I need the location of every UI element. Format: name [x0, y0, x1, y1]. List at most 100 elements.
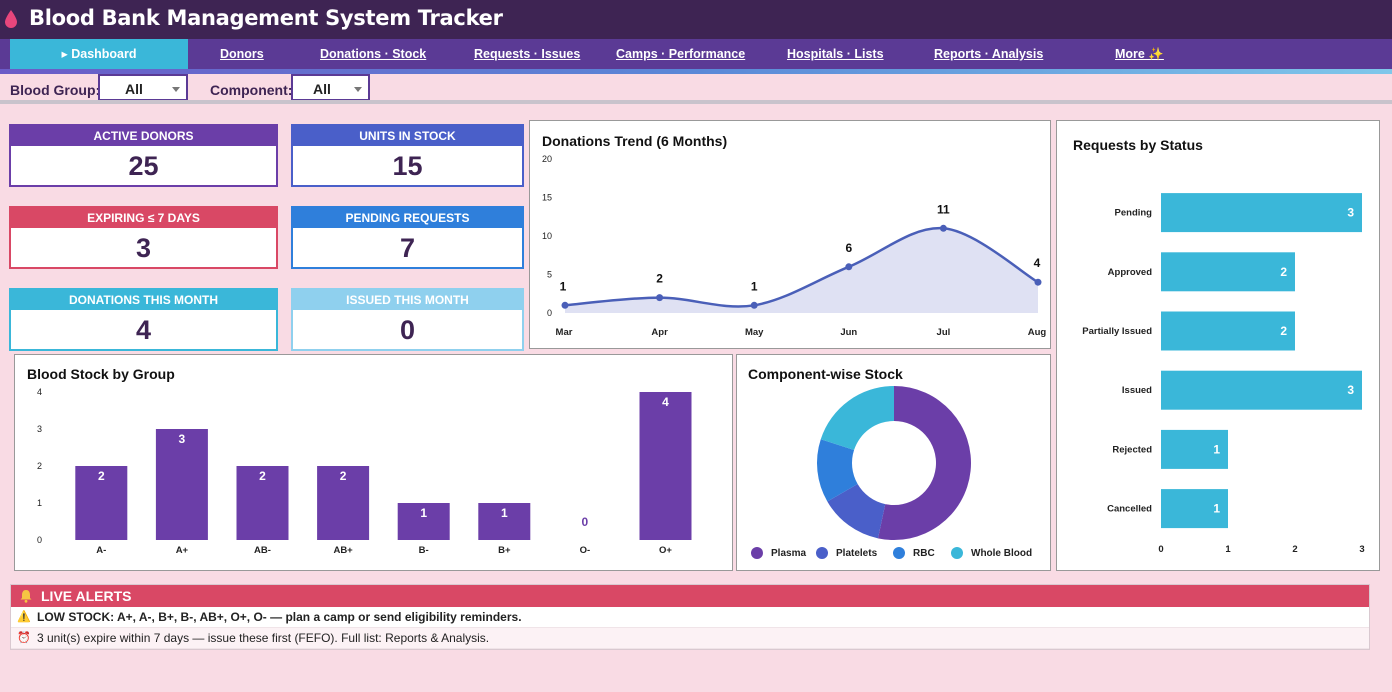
blood-group-select[interactable]: All — [98, 74, 188, 101]
data-label: 2 — [340, 469, 347, 483]
chart-title: Donations Trend (6 Months) — [542, 133, 728, 149]
data-label: 3 — [179, 432, 186, 446]
kpi-label: PENDING REQUESTS — [293, 208, 522, 228]
tab-donors[interactable]: Donors — [220, 47, 264, 61]
pie-slice — [820, 386, 894, 451]
legend-marker — [893, 547, 905, 559]
legend-label: Platelets — [836, 548, 878, 559]
data-label: 11 — [937, 202, 950, 216]
y-tick-label: 2 — [37, 461, 42, 471]
data-label: 2 — [98, 469, 105, 483]
component-stock-panel: Component-wise Stock Plasma Platelets RBC W… — [736, 354, 1051, 571]
component-stock-chart: Plasma Platelets RBC Whole Blood — [751, 386, 1032, 559]
pie-slice — [827, 484, 886, 539]
live-alerts-panel: LIVE ALERTS ⚠️ LOW STOCK: A+, A-, B+, B-… — [10, 584, 1370, 650]
data-label: 2 — [1280, 265, 1287, 279]
data-label: 3 — [1347, 383, 1354, 397]
y-tick-label: 15 — [542, 193, 552, 203]
bar — [75, 466, 128, 540]
alert-item: ⚠️ LOW STOCK: A+, A-, B+, B-, AB+, O+, O… — [11, 607, 1369, 628]
x-tick-label: B+ — [498, 545, 511, 556]
x-tick-label: A+ — [176, 545, 189, 556]
data-label: 1 — [751, 279, 758, 293]
alarm-clock-icon: ⏰ — [17, 632, 31, 644]
donations-trend-panel: Donations Trend (6 Months) 0 5 10 15 20 1 Mar 2… — [529, 120, 1051, 349]
kpi-value: 3 — [135, 233, 152, 263]
x-tick-label: May — [745, 327, 764, 338]
chevron-down-icon — [354, 87, 362, 92]
x-tick-label: 2 — [1292, 544, 1297, 555]
bar — [317, 466, 370, 540]
alerts-header: LIVE ALERTS — [11, 585, 1369, 607]
kpi-value: 0 — [399, 315, 416, 345]
category-label: Cancelled — [1107, 504, 1152, 515]
component-value: All — [313, 81, 331, 97]
data-point — [656, 294, 664, 302]
pie-slice — [877, 386, 971, 540]
y-tick-label: 20 — [542, 154, 552, 164]
alerts-title: LIVE ALERTS — [41, 588, 132, 604]
kpi-label: ACTIVE DONORS — [11, 126, 276, 146]
data-label: 4 — [662, 395, 669, 409]
x-tick-label: 3 — [1359, 544, 1364, 555]
x-tick-label: A- — [96, 545, 106, 556]
kpi-expiring: EXPIRING ≤ 7 DAYS 3 — [9, 206, 278, 269]
kpi-pending-requests: PENDING REQUESTS 7 — [291, 206, 524, 269]
x-tick-label: AB- — [254, 545, 271, 556]
filter-divider — [0, 100, 1392, 104]
data-label: 2 — [656, 272, 663, 286]
data-label: 3 — [1347, 206, 1354, 220]
bar — [1161, 311, 1295, 351]
data-label: 1 — [1213, 502, 1220, 516]
chart-title: Requests by Status — [1073, 137, 1203, 153]
bar — [1161, 252, 1295, 292]
x-tick-label: Jun — [840, 327, 857, 338]
app-title: Blood Bank Management System Tracker — [29, 6, 503, 30]
y-tick-label: 3 — [37, 424, 42, 434]
tab-requests-issues[interactable]: Requests · Issues — [474, 47, 581, 61]
pie-slice — [817, 439, 858, 502]
x-tick-label: 1 — [1225, 544, 1231, 555]
warning-icon: ⚠️ — [17, 611, 31, 623]
tab-more[interactable]: More ✨ — [1115, 47, 1164, 61]
bar — [1161, 193, 1362, 233]
title-bar: Blood Bank Management System Tracker — [0, 0, 1392, 39]
data-label: 6 — [845, 241, 852, 255]
x-tick-label: Aug — [1028, 327, 1047, 338]
y-tick-label: 4 — [37, 387, 42, 397]
chart-title: Blood Stock by Group — [27, 366, 175, 382]
alert-item: ⏰ 3 unit(s) expire within 7 days — issue… — [11, 628, 1369, 649]
category-label: Approved — [1108, 267, 1153, 278]
tab-donations-stock[interactable]: Donations · Stock — [320, 47, 427, 61]
data-label: 0 — [582, 515, 589, 529]
category-label: Partially Issued — [1082, 326, 1152, 337]
kpi-label: EXPIRING ≤ 7 DAYS — [11, 208, 276, 228]
bar — [236, 466, 289, 540]
component-select[interactable]: All — [291, 74, 370, 101]
filter-bar — [0, 74, 1392, 101]
blood-group-value: All — [125, 81, 143, 97]
blood-drop-icon — [5, 10, 17, 28]
requests-status-panel: Requests by Status Pending 3 Approved 2 Part… — [1056, 120, 1380, 571]
bar — [155, 429, 208, 540]
tab-hospitals-lists[interactable]: Hospitals · Lists — [787, 47, 884, 61]
nav-bar — [0, 39, 1392, 74]
requests-status-chart: Pending 3 Approved 2 Partially Issued 2 Issued… — [1082, 193, 1365, 555]
y-tick-label: 0 — [37, 535, 42, 545]
chart-title: Component-wise Stock — [748, 366, 903, 382]
category-label: Pending — [1115, 208, 1153, 219]
kpi-value: 15 — [392, 151, 423, 181]
bar — [1161, 489, 1228, 529]
tab-reports-analysis[interactable]: Reports · Analysis — [934, 47, 1044, 61]
x-tick-label: Jul — [937, 327, 951, 338]
blood-stock-chart: 0 1 2 3 4 2 A- 3 A+ 2 AB- 2 AB+ 1 B- 1 B+ 0 O- 4 O+ — [37, 387, 692, 556]
data-point — [1034, 278, 1042, 286]
bell-icon — [20, 590, 32, 603]
tab-camps-performance[interactable]: Camps · Performance — [616, 47, 746, 61]
legend-label: RBC — [913, 548, 935, 559]
legend-marker — [751, 547, 763, 559]
x-tick-label: 0 — [1158, 544, 1163, 555]
bar — [397, 503, 450, 540]
tab-dashboard[interactable]: ▸ Dashboard — [10, 39, 188, 69]
area-fill — [565, 228, 1038, 313]
